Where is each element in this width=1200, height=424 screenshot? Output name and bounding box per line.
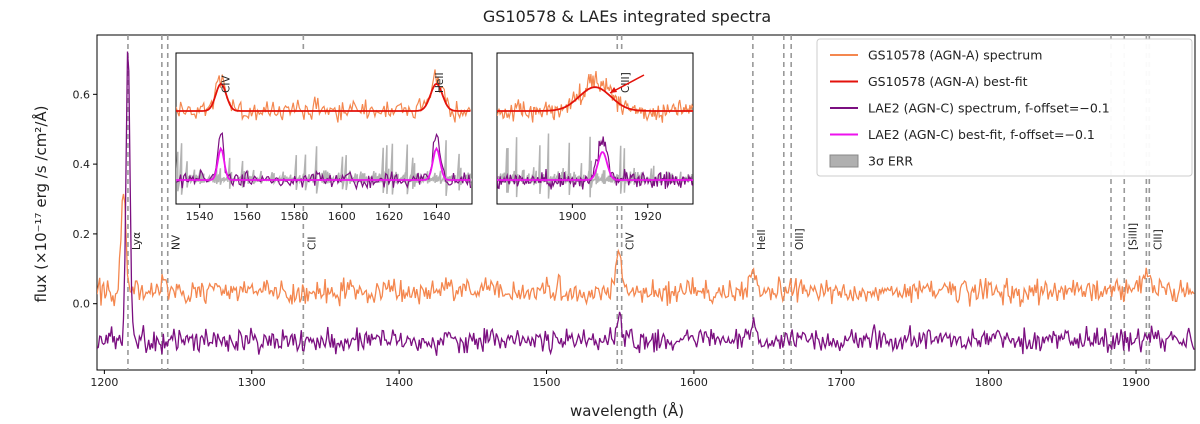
inset-agn-a-bestfit [176,82,471,112]
inset-x-tick-label: 1640 [422,210,450,223]
x-tick-label: 1900 [1122,376,1150,389]
inset-agn-a-spectrum [497,71,693,123]
inset-line-label: CIV [221,75,233,93]
inset-x-tick-label: 1580 [280,210,308,223]
chart-title: GS10578 & LAEs integrated spectra [483,7,771,26]
emission-line-label: CIV [625,232,637,250]
x-axis-ticks: 1200 1300 1400 1500 1600 1700 1800 1900 [90,370,1150,389]
inset-ciii: CIII] 1900 1920 [496,52,694,223]
y-tick-label: 0.4 [73,158,91,171]
x-tick-label: 1200 [90,376,118,389]
inset-x-tick-label: 1620 [375,210,403,223]
x-axis-label: wavelength (Å) [570,401,684,420]
y-axis-label: flux (×10⁻¹⁷ erg /s /cm²/Å) [31,106,50,303]
inset-line-label: CIII] [620,72,632,93]
inset-agn-a-bestfit [497,86,693,112]
x-tick-label: 1300 [238,376,266,389]
inset-x-tick-label: 1540 [186,210,214,223]
spectrum-line [97,193,1195,307]
error-band [176,140,472,196]
emission-line-label: OIII] [794,228,806,250]
inset-lae2-bestfit [497,151,693,181]
emission-line-label: HeII [756,229,768,250]
y-tick-label: 0.2 [73,228,91,241]
emission-line-label: [SiIII] [1127,223,1139,250]
legend-label: GS10578 (AGN-A) spectrum [868,48,1042,63]
x-tick-label: 1700 [827,376,855,389]
inset-lae2-spectrum [497,136,693,190]
plot-frame [96,34,1196,371]
spectrum-series [97,51,1195,356]
legend-swatch [829,154,859,168]
legend-label: LAE2 (AGN-C) spectrum, f-offset=−0.1 [868,101,1110,116]
x-tick-label: 1800 [975,376,1003,389]
inset-line-label: HeII [434,72,446,93]
legend-entries: GS10578 (AGN-A) spectrum GS10578 (AGN-A) … [829,48,1110,169]
inset-lae2-bestfit [176,146,471,181]
legend-label: 3σ ERR [868,154,913,169]
y-tick-label: 0.6 [73,88,91,101]
emission-line-label: NV [171,234,183,250]
legend: GS10578 (AGN-A) spectrum GS10578 (AGN-A) … [816,38,1193,177]
emission-line-label: CIII] [1152,229,1164,250]
inset-x-tick-label: 1900 [558,210,586,223]
y-axis-ticks: 0.0 0.2 0.4 0.6 [73,88,97,311]
inset-x-tick-label: 1600 [328,210,356,223]
emission-line-label: CII [306,236,318,250]
emission-line-labels: Lyα NV CII CIV HeII OIII] [SiIII] CIII] [131,223,1164,250]
arrow-head-icon [610,87,618,93]
spectrum-line [97,51,1195,356]
inset-x-tick-label: 1560 [233,210,261,223]
x-tick-label: 1600 [680,376,708,389]
emission-line-label: Lyα [131,232,143,250]
x-tick-label: 1500 [533,376,561,389]
main-plot-area: Lyα NV CII CIV HeII OIII] [SiIII] CIII] 1200 130… [73,34,1196,389]
legend-label: LAE2 (AGN-C) best-fit, f-offset=−0.1 [868,127,1095,142]
inset-x-tick-label: 1920 [634,210,662,223]
y-tick-label: 0.0 [73,298,91,311]
x-tick-label: 1400 [385,376,413,389]
inset-civ-heii: CIV HeII 1540 1560 1580 1600 1620 1640 [175,52,473,223]
inset-content [497,71,693,199]
error-band [497,133,693,199]
inset-content [176,69,472,196]
legend-box [816,38,1193,177]
legend-label: GS10578 (AGN-A) best-fit [868,74,1028,89]
